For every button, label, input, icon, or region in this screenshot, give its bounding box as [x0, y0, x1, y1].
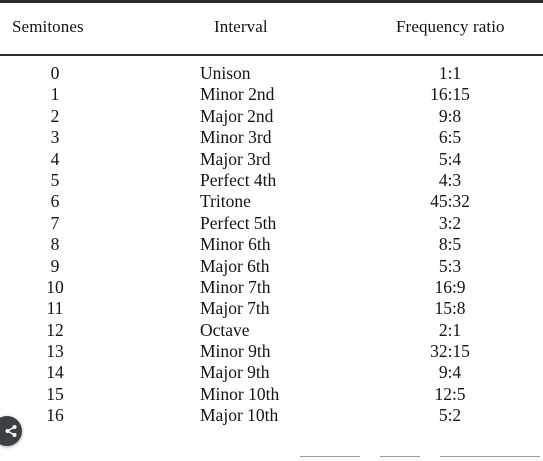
cell-semitones: 14 — [46, 362, 64, 383]
table-row: 11 Major 7th 15:8 — [0, 298, 543, 319]
table-top-rule — [0, 0, 543, 3]
cell-interval: Major 10th — [200, 405, 279, 426]
cell-frequency-ratio: 9:8 — [438, 105, 462, 126]
cell-semitones: 4 — [50, 148, 60, 169]
table-row: 13 Minor 9th 32:15 — [0, 341, 543, 362]
table-row: 2 Major 2nd 9:8 — [0, 106, 543, 127]
table-header-rule — [0, 54, 543, 56]
table-row: 8 Minor 6th 8:5 — [0, 234, 543, 255]
cell-frequency-ratio: 12:5 — [434, 383, 466, 404]
cell-interval: Perfect 5th — [200, 212, 277, 233]
cell-semitones: 12 — [46, 319, 64, 340]
header-interval: Interval — [214, 17, 268, 36]
cell-frequency-ratio: 16:15 — [430, 84, 470, 105]
table-body: 0 Unison 1:1 1 Minor 2nd 16:15 2 Major 2nd 9:8 3 M… — [0, 63, 543, 427]
cell-semitones: 13 — [46, 341, 64, 362]
cell-interval: Minor 9th — [200, 341, 271, 362]
header-semitones: Semitones — [12, 17, 84, 36]
cell-interval: Minor 7th — [200, 276, 271, 297]
cell-frequency-ratio: 5:3 — [438, 255, 462, 276]
cell-semitones: 6 — [50, 191, 60, 212]
table-row: 0 Unison 1:1 — [0, 63, 543, 84]
cell-semitones: 9 — [50, 255, 60, 276]
cell-frequency-ratio: 16:9 — [434, 276, 466, 297]
header-frequency-ratio: Frequency ratio — [396, 17, 505, 36]
table-row: 14 Major 9th 9:4 — [0, 362, 543, 383]
cell-semitones: 7 — [50, 212, 60, 233]
table-row: 4 Major 3rd 5:4 — [0, 149, 543, 170]
table-row: 3 Minor 3rd 6:5 — [0, 127, 543, 148]
cell-frequency-ratio: 3:2 — [438, 212, 462, 233]
cell-semitones: 8 — [50, 234, 60, 255]
bottom-rule-fragment — [300, 456, 360, 457]
table-row: 12 Octave 2:1 — [0, 320, 543, 341]
cell-interval: Perfect 4th — [200, 169, 277, 190]
cell-frequency-ratio: 6:5 — [438, 127, 462, 148]
cell-semitones: 1 — [50, 84, 60, 105]
cell-semitones: 5 — [50, 169, 60, 190]
cell-frequency-ratio: 5:2 — [438, 405, 462, 426]
table-row: 7 Perfect 5th 3:2 — [0, 213, 543, 234]
cell-interval: Major 7th — [200, 298, 270, 319]
cell-semitones: 0 — [50, 63, 60, 83]
table-header: Semitones Interval Frequency ratio — [0, 17, 543, 41]
table-row: 1 Minor 2nd 16:15 — [0, 84, 543, 105]
table-row: 6 Tritone 45:32 — [0, 191, 543, 212]
cell-frequency-ratio: 45:32 — [430, 191, 470, 212]
cell-interval: Minor 2nd — [200, 84, 275, 105]
cell-semitones: 16 — [46, 405, 64, 426]
share-icon — [5, 425, 17, 437]
cell-frequency-ratio: 2:1 — [438, 319, 462, 340]
cell-semitones: 10 — [46, 276, 64, 297]
cell-interval: Major 2nd — [200, 105, 274, 126]
cell-interval: Minor 6th — [200, 234, 271, 255]
table-row: 10 Minor 7th 16:9 — [0, 277, 543, 298]
cell-frequency-ratio: 15:8 — [434, 298, 466, 319]
bottom-rule-fragment — [380, 456, 420, 457]
cell-semitones: 2 — [50, 105, 60, 126]
cell-interval: Unison — [200, 63, 251, 83]
table-row: 16 Major 10th 5:2 — [0, 405, 543, 426]
cell-semitones: 15 — [46, 383, 64, 404]
cell-interval: Major 6th — [200, 255, 270, 276]
cell-frequency-ratio: 5:4 — [438, 148, 462, 169]
cell-interval: Major 3rd — [200, 148, 271, 169]
cell-semitones: 11 — [46, 298, 64, 319]
cell-semitones: 3 — [50, 127, 60, 148]
cell-interval: Minor 3rd — [200, 127, 272, 148]
cell-frequency-ratio: 9:4 — [438, 362, 462, 383]
table-row: 15 Minor 10th 12:5 — [0, 384, 543, 405]
cell-interval: Major 9th — [200, 362, 270, 383]
cell-frequency-ratio: 1:1 — [438, 63, 462, 83]
bottom-rule-fragment — [440, 456, 540, 457]
table-row: 9 Major 6th 5:3 — [0, 256, 543, 277]
cell-frequency-ratio: 8:5 — [438, 234, 462, 255]
table-row: 5 Perfect 4th 4:3 — [0, 170, 543, 191]
cell-frequency-ratio: 4:3 — [438, 169, 462, 190]
cell-interval: Octave — [200, 319, 250, 340]
share-button[interactable] — [0, 416, 22, 446]
cell-frequency-ratio: 32:15 — [430, 341, 470, 362]
cell-interval: Tritone — [200, 191, 251, 212]
cell-interval: Minor 10th — [200, 383, 280, 404]
